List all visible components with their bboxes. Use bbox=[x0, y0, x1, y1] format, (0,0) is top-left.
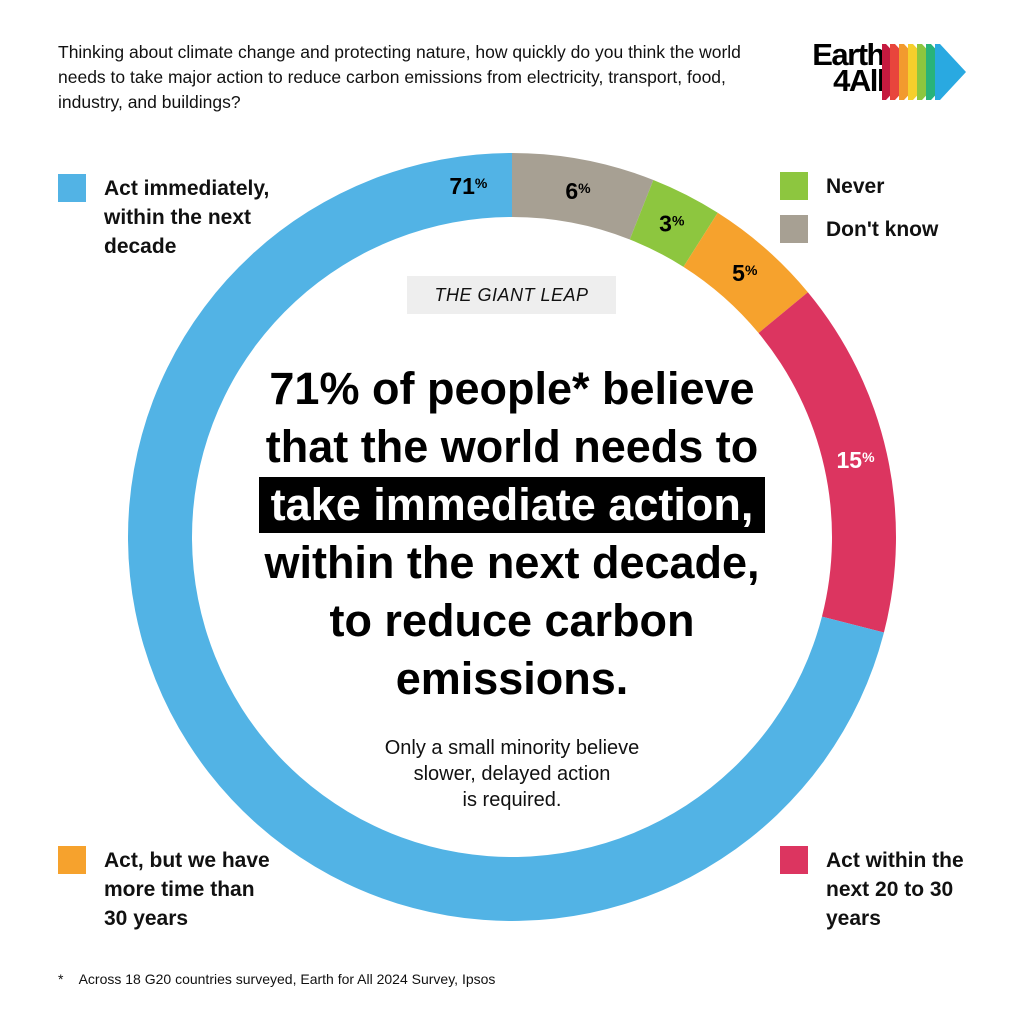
donut-slice-2 bbox=[683, 212, 808, 334]
legend-within-20-30: Act within the next 20 to 30 years bbox=[780, 846, 964, 933]
legend-text: Act, but we have bbox=[104, 849, 270, 872]
legend-dont-know: Don't know bbox=[780, 215, 938, 244]
legend-swatch-red bbox=[780, 846, 808, 874]
slice-value-label: 5% bbox=[732, 260, 758, 286]
section-tag: THE GIANT LEAP bbox=[407, 276, 616, 314]
footnote-text: Across 18 G20 countries surveyed, Earth … bbox=[78, 971, 496, 987]
legend-text: Act immediately, bbox=[104, 177, 270, 200]
headline: 71% of people* believe that the world ne… bbox=[210, 360, 814, 708]
legend-act-immediately: Act immediately, within the next decade bbox=[58, 174, 269, 261]
subtext: Only a small minority believe slower, de… bbox=[330, 735, 694, 813]
logo-line-2: 4All bbox=[833, 63, 885, 98]
headline-highlight: take immediate action, bbox=[258, 477, 766, 533]
legend-swatch-green bbox=[780, 172, 808, 200]
slice-value-label: 71% bbox=[449, 173, 488, 199]
footnote: * Across 18 G20 countries surveyed, Eart… bbox=[58, 971, 495, 987]
legend-text: within the next bbox=[104, 206, 251, 229]
logo-arrows-icon bbox=[882, 44, 966, 100]
legend-never: Never bbox=[780, 172, 884, 201]
slice-value-label: 15% bbox=[836, 447, 875, 473]
legend-text: next 20 to 30 bbox=[826, 878, 954, 901]
donut-slice-1 bbox=[629, 179, 718, 267]
headline-line: 71% of people* believe bbox=[269, 363, 755, 414]
subtext-line: Only a small minority believe bbox=[384, 737, 640, 759]
headline-line: to reduce carbon bbox=[329, 595, 695, 646]
legend-text: decade bbox=[104, 235, 177, 258]
headline-line: emissions. bbox=[395, 653, 629, 704]
earth4all-logo: Earth 4All bbox=[812, 37, 980, 102]
headline-line: that the world needs to bbox=[265, 421, 759, 472]
footnote-star: * bbox=[58, 971, 64, 987]
logo-line-1: Earth bbox=[812, 37, 885, 72]
slice-value-label: 3% bbox=[659, 210, 685, 236]
slice-value-label: 6% bbox=[565, 178, 591, 204]
headline-line: within the next decade, bbox=[264, 537, 760, 588]
legend-swatch-orange bbox=[58, 846, 86, 874]
legend-swatch-gray bbox=[780, 215, 808, 243]
legend-text: Never bbox=[826, 175, 885, 198]
donut-slice-0 bbox=[512, 153, 654, 240]
legend-text: Act within the bbox=[826, 849, 964, 872]
legend-more-time: Act, but we have more time than 30 years bbox=[58, 846, 270, 933]
legend-text: Don't know bbox=[826, 218, 939, 241]
legend-text: more time than bbox=[104, 878, 255, 901]
survey-question: Thinking about climate change and protec… bbox=[58, 42, 741, 112]
donut-slice-3 bbox=[758, 292, 896, 633]
legend-swatch-blue bbox=[58, 174, 86, 202]
legend-text: years bbox=[826, 907, 881, 930]
subtext-line: slower, delayed action bbox=[413, 763, 611, 785]
legend-text: 30 years bbox=[104, 907, 189, 930]
subtext-line: is required. bbox=[462, 789, 562, 811]
